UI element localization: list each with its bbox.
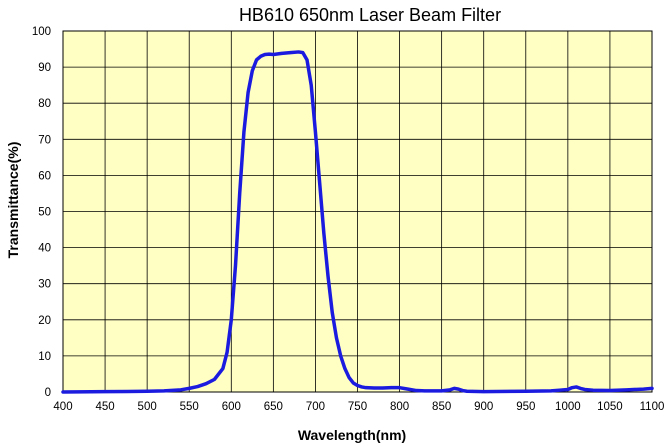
x-axis-ticks: 400 450 500 550 600 650 700 750 800 850 900 950 1000… — [53, 401, 664, 413]
x-tick-label: 700 — [306, 401, 325, 413]
y-tick-label: 60 — [38, 170, 51, 182]
x-tick-label: 550 — [180, 401, 199, 413]
y-tick-label: 50 — [38, 207, 51, 219]
x-tick-label: 850 — [432, 401, 451, 413]
x-tick-label: 600 — [222, 401, 241, 413]
transmittance-series-line — [61, 50, 654, 394]
grid — [62, 30, 653, 393]
y-tick-label: 10 — [38, 351, 51, 363]
y-tick-label: 0 — [45, 387, 51, 399]
y-tick-label: 30 — [38, 279, 51, 291]
chart-title: HB610 650nm Laser Beam Filter — [239, 5, 501, 25]
y-tick-label: 20 — [38, 315, 51, 327]
y-tick-label: 40 — [38, 243, 51, 255]
y-tick-label: 80 — [38, 98, 51, 110]
x-tick-label: 1000 — [555, 401, 581, 413]
x-tick-label: 800 — [390, 401, 409, 413]
y-tick-label: 100 — [32, 26, 51, 38]
x-tick-label: 1100 — [640, 401, 665, 413]
x-tick-label: 500 — [138, 401, 157, 413]
x-tick-label: 650 — [264, 401, 283, 413]
x-tick-label: 1050 — [597, 401, 623, 413]
y-axis-ticks: 0 10 20 30 40 50 60 70 80 90 100 — [32, 26, 51, 399]
x-tick-label: 750 — [348, 401, 367, 413]
x-tick-label: 950 — [516, 401, 535, 413]
x-tick-label: 900 — [474, 401, 493, 413]
x-tick-label: 400 — [53, 401, 72, 413]
x-axis-label: Wavelength(nm) — [298, 427, 406, 443]
y-axis-label: Transmittance(%) — [5, 142, 21, 259]
y-tick-label: 70 — [38, 134, 51, 146]
x-tick-label: 450 — [95, 401, 114, 413]
y-tick-label: 90 — [38, 62, 51, 74]
